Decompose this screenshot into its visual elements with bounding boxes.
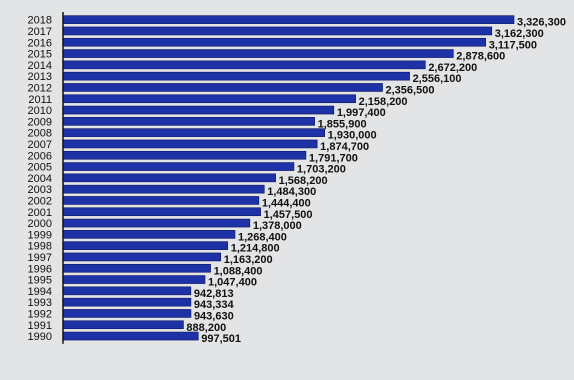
bar-2010 [62,105,335,115]
bar-2002 [62,196,260,205]
data-label-1994: 942,813 [194,288,234,300]
data-label-2002: 1,444,400 [262,197,311,209]
data-label-1999: 1,268,400 [238,231,287,243]
tick-label-2002: 2002 [28,195,52,207]
tick-label-1992: 1992 [28,308,52,320]
data-label-2017: 3,162,300 [495,28,544,40]
bar-1992 [62,309,192,318]
tick-label-1994: 1994 [28,286,52,298]
bar-1996 [62,263,211,273]
bar-1993 [62,297,192,307]
bar-2000 [62,218,251,228]
tick-label-1997: 1997 [28,252,52,264]
data-label-2001: 1,457,500 [264,209,313,221]
data-label-1992: 943,630 [194,310,234,322]
data-label-1995: 1,047,400 [208,277,257,289]
data-label-2010: 1,997,400 [337,107,386,119]
tick-label-2012: 2012 [28,82,52,94]
data-label-2009: 1,855,900 [318,118,367,130]
tick-label-1996: 1996 [28,263,52,275]
tick-label-1999: 1999 [28,229,52,241]
data-label-2016: 3,117,500 [489,39,537,51]
tick-label-2001: 2001 [28,207,52,219]
tick-label-2008: 2008 [28,128,52,140]
bar-1994 [62,286,192,296]
tick-label-2009: 2009 [28,116,52,128]
data-label-2008: 1,930,000 [328,130,377,142]
tick-label-2004: 2004 [28,173,52,185]
bar-2011 [62,94,356,104]
tick-label-2003: 2003 [28,184,52,196]
bar-2015 [62,49,454,58]
bar-2017 [62,26,493,36]
data-label-2013: 2,556,100 [413,73,462,85]
bar-2014 [62,60,426,70]
bar-1997 [62,252,222,262]
data-label-2004: 1,568,200 [279,175,328,187]
bar-1999 [62,230,236,239]
data-label-2007: 1,874,700 [320,141,369,153]
tick-label-2014: 2014 [28,60,52,72]
data-label-2014: 2,672,200 [428,62,477,74]
data-label-2005: 1,703,200 [297,164,346,176]
data-label-1998: 1,214,800 [231,243,280,255]
bar-2013 [62,71,410,81]
tick-label-2000: 2000 [28,218,52,230]
data-label-1996: 1,088,400 [214,265,263,277]
bar-1998 [62,241,229,250]
data-label-2011: 2,158,200 [359,96,408,108]
tick-label-2011: 2011 [28,94,52,106]
data-label-2012: 2,356,500 [386,84,435,96]
bar-1990 [62,331,199,341]
tick-label-2007: 2007 [28,139,52,151]
data-label-1993: 943,334 [194,299,235,311]
bar-2016 [62,37,486,47]
bar-2001 [62,207,261,217]
tick-label-1995: 1995 [28,275,52,287]
data-label-2018: 3,326,300 [517,17,566,29]
bar-1995 [62,275,206,284]
bar-2003 [62,184,265,194]
data-label-2006: 1,791,700 [309,152,358,164]
bar-2012 [62,83,383,92]
tick-label-2017: 2017 [28,26,52,38]
bar-1991 [62,320,184,330]
tick-label-2016: 2016 [28,37,52,49]
data-label-1991: 888,200 [186,322,226,334]
data-label-1997: 1,163,200 [224,254,273,266]
tick-label-2015: 2015 [28,49,52,61]
bar-2004 [62,173,276,183]
bar-2006 [62,150,307,160]
tick-label-2018: 2018 [28,15,52,27]
tick-label-1990: 1990 [28,331,52,343]
bars-group [62,15,515,341]
tick-label-1998: 1998 [28,241,52,253]
data-label-2003: 1,484,300 [267,186,316,198]
bar-2005 [62,162,295,171]
bar-2009 [62,117,315,126]
bar-2008 [62,128,325,137]
tick-label-1993: 1993 [28,297,52,309]
tick-label-2005: 2005 [28,162,52,174]
tick-label-2013: 2013 [28,71,52,83]
tick-label-2010: 2010 [28,105,52,117]
bar-2018 [62,15,515,24]
data-label-1990: 997,501 [201,333,241,345]
tick-label-1991: 1991 [28,320,52,332]
bar-2007 [62,139,318,149]
data-label-2015: 2,878,600 [456,51,505,63]
tick-label-2006: 2006 [28,150,52,162]
data-label-2000: 1,378,000 [253,220,302,232]
